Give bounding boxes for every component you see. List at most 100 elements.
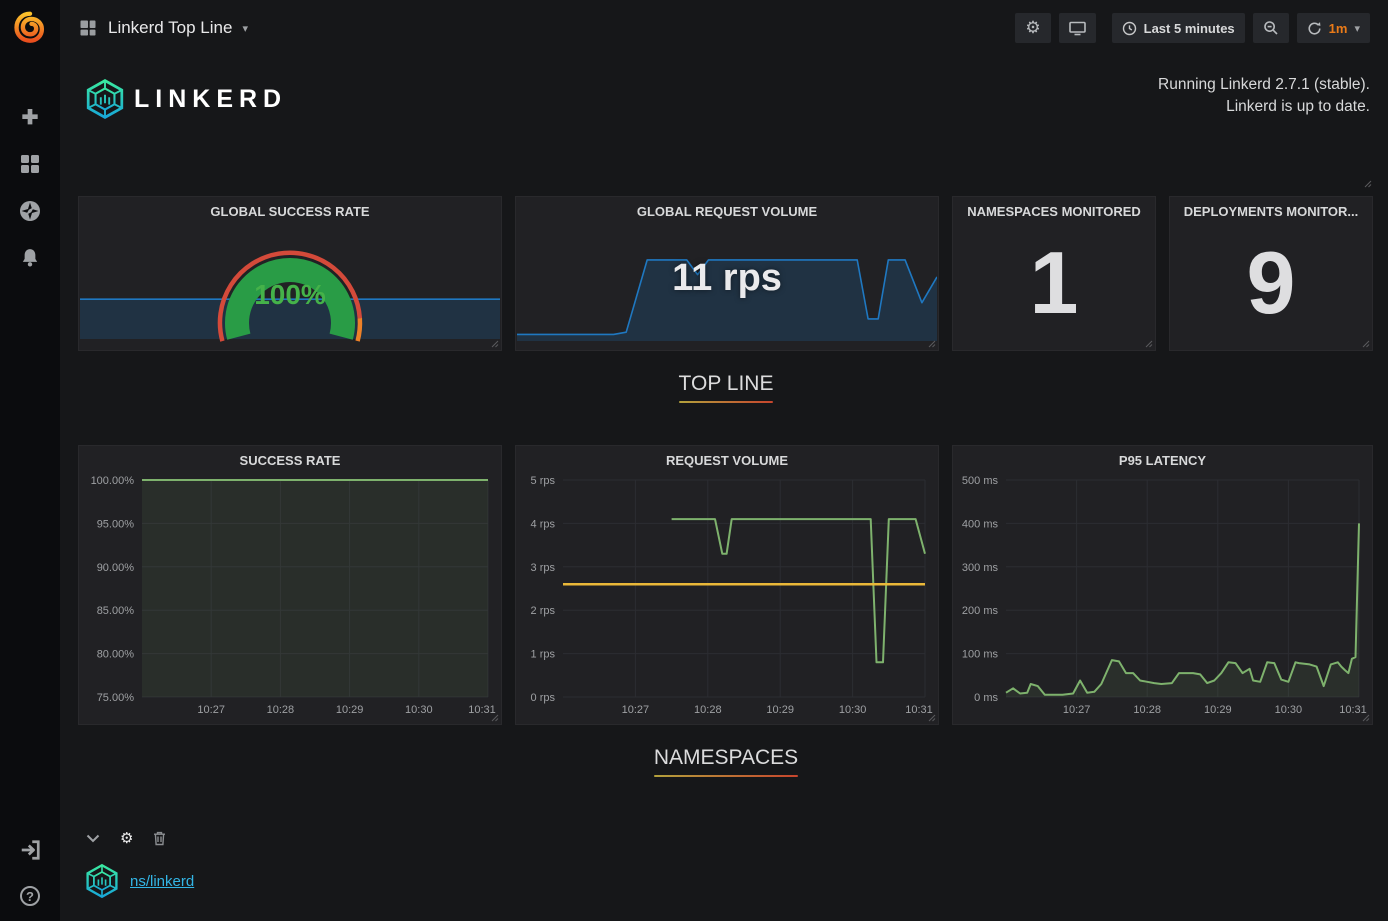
panel-title[interactable]: P95 LATENCY [953,446,1372,468]
alerting-bell-icon[interactable] [17,245,43,271]
resize-handle[interactable] [928,714,936,722]
grafana-dashboard: ✚ [0,0,1388,921]
refresh-picker[interactable]: 1m ▾ [1297,13,1370,43]
sidebar: ✚ [0,0,60,921]
resize-handle[interactable] [928,340,936,348]
svg-text:0 ms: 0 ms [974,692,998,704]
gear-icon: ⚙ [1025,18,1040,38]
gauge-value: 100% [79,279,501,311]
resize-handle[interactable] [491,340,499,348]
svg-text:75.00%: 75.00% [97,692,135,704]
section-title-text: NAMESPACES [654,746,798,769]
row-controls: ⚙ [86,829,1374,847]
section-title[interactable]: NAMESPACES [654,746,798,777]
success-rate-chart[interactable]: 75.00% 80.00% 85.00% 90.00% 95.00% 100.00% 10:… [82,472,498,721]
svg-text:85.00%: 85.00% [97,605,135,617]
panel-global-success-rate: GLOBAL SUCCESS RATE 100% [78,196,502,351]
cycle-view-mode-button[interactable] [1059,13,1096,43]
svg-text:80.00%: 80.00% [97,649,135,661]
resize-handle[interactable] [491,714,499,722]
linkerd-logo-icon [84,78,126,120]
dashboard-canvas: LINKERD Running Linkerd 2.7.1 (stable). … [60,56,1388,899]
svg-text:4 rps: 4 rps [531,518,556,530]
namespace-link[interactable]: ns/linkerd [130,873,194,890]
svg-text:10:30: 10:30 [1275,704,1303,716]
section-title-text: TOP LINE [679,372,774,395]
section-title[interactable]: TOP LINE [679,372,774,403]
search-minus-icon [1263,20,1279,36]
panel-global-request-volume: GLOBAL REQUEST VOLUME 11 rps [515,196,939,351]
section-underline [654,775,798,777]
panel-p95-latency: P95 LATENCY 0 ms100 ms200 ms300 ms400 ms… [952,445,1373,725]
svg-text:10:29: 10:29 [766,704,794,716]
panel-title[interactable]: DEPLOYMENTS MONITOR... [1170,197,1372,219]
grafana-logo-icon[interactable] [0,0,60,56]
sign-in-icon[interactable] [17,837,43,863]
svg-text:100 ms: 100 ms [962,649,999,661]
help-icon[interactable]: ? [17,883,43,909]
explore-compass-icon[interactable] [17,198,43,224]
navbar-actions: ⚙ Last 5 minutes [1015,13,1370,43]
panel-title[interactable]: GLOBAL REQUEST VOLUME [516,197,938,219]
resize-handle[interactable] [1362,714,1370,722]
top-navbar: Linkerd Top Line ▾ ⚙ Last 5 mi [60,0,1388,56]
stat-value: 9 [1170,221,1372,344]
zoom-out-button[interactable] [1253,13,1289,43]
panel-request-volume: REQUEST VOLUME 0 rps 1 rps 2 rps 3 rps 4 rps… [515,445,939,725]
refresh-interval-label: 1m [1329,21,1348,36]
svg-text:0 rps: 0 rps [531,692,556,704]
namespace-list-item: ns/linkerd [84,863,1374,899]
dashboards-grid-icon[interactable] [17,151,43,177]
tv-icon [1069,21,1086,36]
linkerd-info-panel: LINKERD Running Linkerd 2.7.1 (stable). … [78,64,1374,190]
stat-value: 11 rps [516,257,938,300]
svg-text:95.00%: 95.00% [97,518,135,530]
svg-text:200 ms: 200 ms [962,605,999,617]
section-underline [679,401,774,403]
dashboard-settings-button[interactable]: ⚙ [1015,13,1050,43]
main-area: Linkerd Top Line ▾ ⚙ Last 5 mi [60,0,1388,921]
time-range-label: Last 5 minutes [1144,21,1235,36]
request-volume-chart[interactable]: 0 rps1 rps2 rps3 rps4 rps5 rps10:2710:28… [519,472,935,721]
svg-text:10:27: 10:27 [622,704,650,716]
svg-text:10:28: 10:28 [694,704,722,716]
row-gear-icon[interactable]: ⚙ [120,829,133,847]
panel-title[interactable]: SUCCESS RATE [79,446,501,468]
p95-latency-chart[interactable]: 0 ms100 ms200 ms300 ms400 ms500 ms10:271… [956,472,1369,721]
panel-title[interactable]: NAMESPACES MONITORED [953,197,1155,219]
stat-value: 1 [953,221,1155,344]
linkerd-brand: LINKERD [84,78,287,120]
panel-success-rate: SUCCESS RATE 75.00% 80.00% 85.00% 90.00% 95.… [78,445,502,725]
page-title: Linkerd Top Line [108,18,232,38]
svg-text:10:28: 10:28 [1133,704,1161,716]
charts-row: SUCCESS RATE 75.00% 80.00% 85.00% 90.00% 95.… [78,445,1374,725]
dashboard-grid-icon [78,18,98,38]
svg-text:2 rps: 2 rps [531,605,556,617]
panel-title[interactable]: REQUEST VOLUME [516,446,938,468]
svg-text:1 rps: 1 rps [531,649,556,661]
resize-handle[interactable] [1362,340,1370,348]
svg-text:10:27: 10:27 [1063,704,1091,716]
dashboard-title[interactable]: Linkerd Top Line ▾ [78,18,248,38]
svg-text:300 ms: 300 ms [962,562,999,574]
svg-text:100.00%: 100.00% [91,475,135,487]
linkerd-status-text: Running Linkerd 2.7.1 (stable). Linkerd … [1158,74,1370,118]
chevron-down-icon: ▾ [242,22,248,35]
resize-handle[interactable] [1145,340,1153,348]
svg-text:3 rps: 3 rps [531,562,556,574]
trash-icon[interactable] [153,831,166,846]
stats-row: GLOBAL SUCCESS RATE 100% GLOBAL REQUEST … [78,196,1374,351]
svg-text:90.00%: 90.00% [97,562,135,574]
refresh-icon [1307,21,1322,36]
status-line-2: Linkerd is up to date. [1158,96,1370,118]
svg-text:10:29: 10:29 [1204,704,1232,716]
chevron-down-icon[interactable] [86,834,100,843]
panel-title[interactable]: GLOBAL SUCCESS RATE [79,197,501,219]
section-top-line: TOP LINE [78,351,1374,403]
resize-handle[interactable] [1364,180,1372,188]
time-range-picker[interactable]: Last 5 minutes [1112,13,1245,43]
svg-text:10:30: 10:30 [839,704,867,716]
create-plus-icon[interactable]: ✚ [17,104,43,130]
svg-text:10:28: 10:28 [267,704,295,716]
linkerd-wordmark: LINKERD [134,85,287,114]
